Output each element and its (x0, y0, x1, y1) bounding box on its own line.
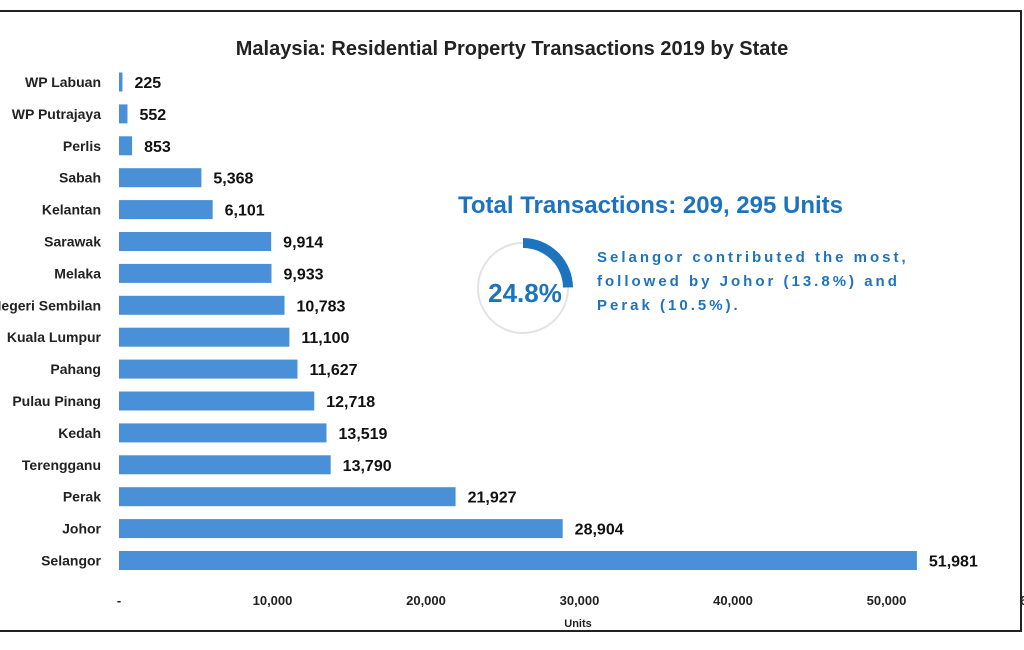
category-label: Kedah (58, 425, 101, 441)
bar (119, 455, 331, 475)
x-tick-label: 40,000 (713, 593, 753, 608)
value-label: 552 (139, 107, 166, 124)
category-label: Selangor (41, 553, 101, 569)
category-label: Terengganu (22, 457, 101, 473)
category-label: Sarawak (44, 234, 101, 250)
value-label: 11,627 (309, 362, 357, 379)
note-line: Perak (10.5%). (597, 297, 741, 314)
bar (119, 168, 202, 188)
bar (119, 423, 327, 443)
category-label: Perlis (63, 138, 101, 154)
note-line: followed by Johor (13.8%) and (597, 273, 900, 290)
category-label: Kelantan (42, 202, 101, 218)
x-tick-label: 50,000 (867, 593, 907, 608)
category-label: Pahang (50, 361, 101, 377)
bar (119, 487, 456, 507)
value-label: 51,981 (929, 554, 978, 571)
bar (119, 136, 133, 156)
category-label: WP Putrajaya (12, 106, 101, 122)
x-axis-label: Units (564, 618, 592, 630)
bar (119, 359, 298, 379)
total-transactions: Total Transactions: 209, 295 Units (458, 192, 844, 219)
category-label: Perak (63, 489, 101, 505)
chart-frame (0, 10, 1022, 632)
value-label: 9,933 (283, 266, 323, 283)
category-label: Johor (62, 521, 101, 537)
x-tick-label: 30,000 (560, 593, 600, 608)
share-donut (477, 238, 573, 334)
x-tick-label: 10,000 (253, 593, 293, 608)
bar (119, 232, 272, 251)
value-label: 9,914 (283, 235, 323, 252)
category-label: WP Labuan (25, 74, 101, 90)
x-tick-label: - (117, 593, 121, 608)
value-label: 13,790 (343, 458, 392, 475)
value-label: 11,100 (301, 330, 349, 347)
value-label: 13,519 (339, 426, 388, 443)
bar (119, 551, 917, 570)
insight-note: Selangor contributed the most, followed … (597, 246, 992, 318)
donut-share-arc (522, 238, 573, 288)
x-tick-label: 60,000 (1020, 593, 1024, 608)
chart-title: Malaysia: Residential Property Transacti… (235, 38, 789, 60)
bar (119, 391, 315, 411)
value-label: 10,783 (297, 298, 346, 315)
value-label: 12,718 (326, 394, 375, 411)
bar (119, 327, 290, 347)
value-label: 21,927 (468, 490, 517, 507)
bar (119, 200, 213, 220)
value-label: 225 (134, 75, 161, 92)
bar (119, 263, 272, 283)
bar (119, 104, 128, 124)
bar (119, 72, 123, 92)
category-label: Sabah (59, 170, 101, 186)
category-label: Pulau Pinang (12, 393, 101, 409)
note-line: Selangor contributed the most, (597, 249, 909, 266)
value-label: 6,101 (225, 203, 265, 220)
value-label: 5,368 (213, 171, 253, 188)
category-label: Kuala Lumpur (7, 329, 102, 345)
share-percent: 24.8% (488, 278, 562, 308)
category-label: Melaka (54, 265, 101, 281)
bar (119, 295, 285, 315)
value-label: 28,904 (575, 522, 624, 539)
category-label: Negeri Sembilan (0, 297, 101, 313)
x-tick-label: 20,000 (406, 593, 446, 608)
value-label: 853 (144, 139, 171, 156)
bar (119, 519, 563, 539)
